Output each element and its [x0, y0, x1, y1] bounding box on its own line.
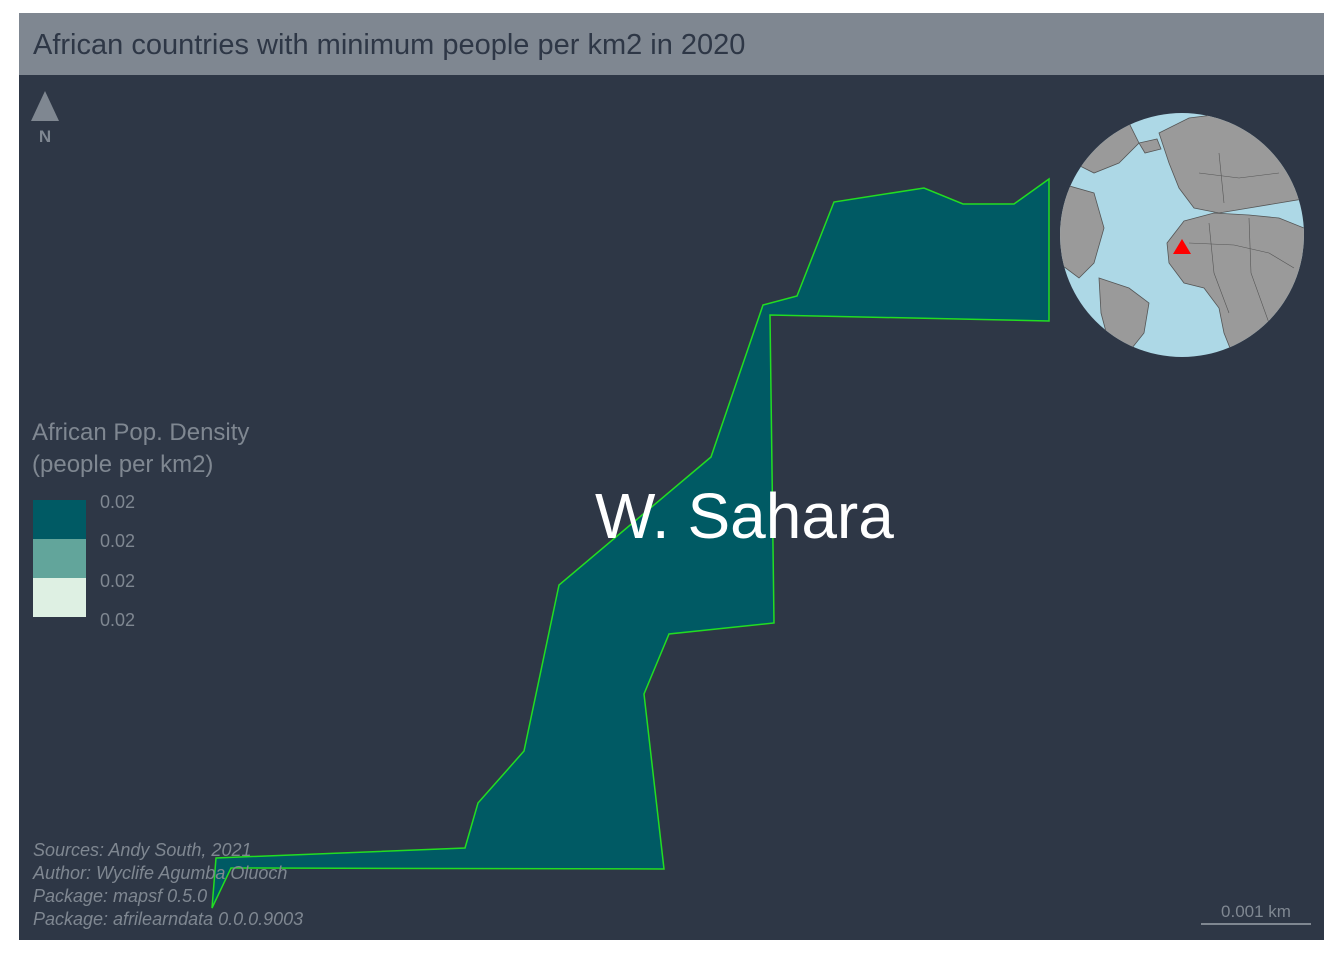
- legend-swatch-mid: [33, 539, 86, 578]
- legend-title: African Pop. Density (people per km2): [32, 417, 249, 481]
- inset-globe: [1060, 113, 1304, 357]
- legend-title-line2: (people per km2): [32, 451, 214, 478]
- title-bar: African countries with minimum people pe…: [19, 13, 1324, 75]
- legend-label: 0.02: [100, 492, 136, 512]
- map-canvas: [211, 113, 1304, 909]
- legend-label: 0.02: [100, 571, 136, 591]
- north-arrow-icon: [31, 91, 59, 121]
- western-sahara-polygon[interactable]: [211, 177, 1050, 909]
- legend-title-line1: African Pop. Density: [32, 419, 250, 446]
- north-arrow: N: [31, 89, 63, 149]
- credit-line: Package: mapsf 0.5.0: [33, 886, 208, 906]
- globe-borders: [1188, 152, 1295, 324]
- credit-line: Package: afrilearndata 0.0.0.9003: [33, 909, 304, 929]
- north-letter: N: [38, 127, 52, 146]
- credits: Sources: Andy South, 2021 Author: Wyclif…: [33, 839, 303, 931]
- red-triangle-icon: [1173, 239, 1191, 254]
- scale-bar: [1201, 923, 1311, 925]
- legend-label: 0.02: [100, 610, 136, 630]
- credit-line: Author: Wyclife Agumba Oluoch: [33, 863, 288, 883]
- scale-bar-label: 0.001 km: [1221, 902, 1291, 921]
- region-label: W. Sahara: [595, 480, 894, 552]
- map-frame: African countries with minimum people pe…: [19, 13, 1324, 940]
- legend-label: 0.02: [100, 531, 136, 551]
- credit-line: Sources: Andy South, 2021: [33, 840, 252, 860]
- legend-swatch-light: [33, 578, 86, 617]
- legend-swatch-dark: [33, 500, 86, 539]
- map-title: African countries with minimum people pe…: [33, 29, 746, 61]
